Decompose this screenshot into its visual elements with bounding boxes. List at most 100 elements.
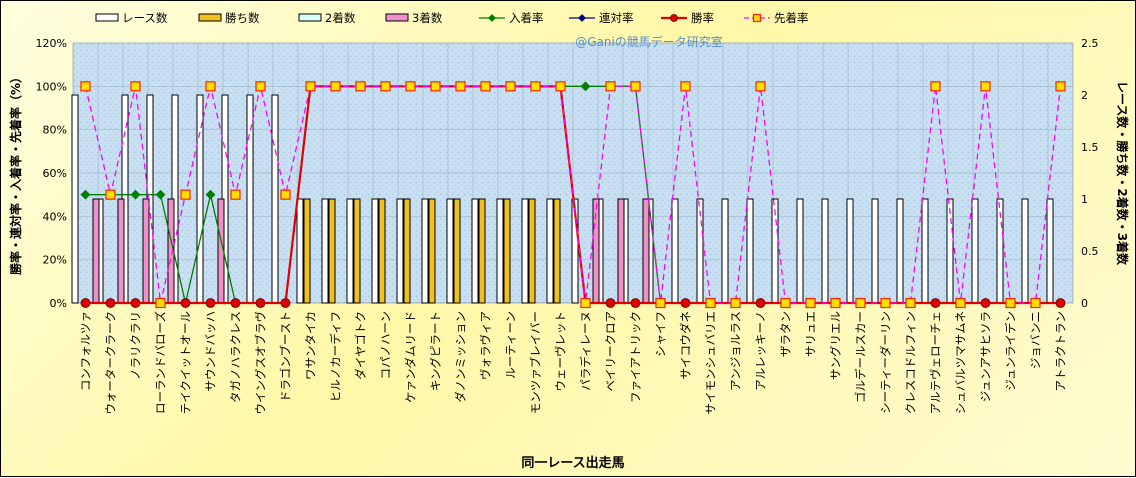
- bar-レース数: [846, 198, 854, 304]
- bar-レース数: [746, 198, 754, 304]
- bar-レース数: [821, 198, 829, 304]
- bar-勝ち数: [328, 198, 336, 304]
- bar-レース数: [521, 198, 529, 304]
- marker-先着率: [530, 81, 541, 92]
- marker-先着率: [355, 81, 366, 92]
- legend-swatch: [95, 13, 119, 22]
- marker-先着率: [752, 13, 762, 23]
- x-category-label: ヴォラヴィア: [479, 311, 493, 380]
- marker-先着率: [1005, 297, 1016, 309]
- x-category-label: アンジョルラス: [729, 311, 743, 391]
- bar-勝ち数: [378, 198, 386, 304]
- bar-勝ち数: [428, 198, 436, 304]
- bar-レース数: [396, 198, 404, 304]
- x-category-label: ノラリクラリ: [129, 311, 143, 380]
- bar-レース数: [921, 198, 929, 304]
- y-left-tick-label: 40%: [43, 210, 67, 223]
- marker-先着率: [505, 81, 516, 92]
- y-right-tick-label: 0: [1081, 297, 1088, 310]
- legend-label: 連対率: [599, 11, 634, 25]
- legend-swatch: [298, 13, 322, 22]
- x-category-label: テイクイットオール: [179, 311, 193, 414]
- y-left-tick-label: 60%: [43, 167, 67, 180]
- bar-3着数: [617, 198, 625, 304]
- x-category-label: パラディレーヌ: [579, 311, 593, 391]
- y-left-tick-label: 120%: [36, 37, 67, 50]
- marker-先着率: [730, 297, 741, 309]
- marker-先着率: [805, 297, 816, 309]
- x-category-label: サリュエ: [804, 311, 818, 357]
- x-category-label: シャイフ: [654, 311, 668, 357]
- bar-レース数: [721, 198, 729, 304]
- x-category-label: アルレッキーノ: [754, 311, 768, 391]
- marker-先着率: [955, 297, 966, 309]
- legend-label: 勝率: [691, 11, 714, 25]
- marker-勝率: [255, 298, 266, 308]
- x-category-label: コパノハーン: [379, 311, 393, 379]
- marker-先着率: [280, 189, 291, 200]
- bar-レース数: [321, 198, 329, 304]
- series-markers: [80, 81, 1066, 309]
- bar-3着数: [92, 198, 100, 304]
- bar-勝ち数: [453, 198, 461, 304]
- marker-勝率: [930, 298, 941, 308]
- y-right-tick-label: 0.5: [1081, 245, 1099, 258]
- x-category-label: ジョバンニ: [1029, 311, 1043, 369]
- x-category-label: サングリエル: [829, 311, 843, 380]
- marker-先着率: [330, 81, 341, 92]
- marker-勝率: [680, 298, 691, 308]
- series-lines: [84, 85, 1062, 305]
- bar-3着数: [642, 198, 650, 304]
- watermark: @Ganiの競馬データ研究室: [575, 34, 723, 49]
- y-left-tick-label: 80%: [43, 124, 67, 137]
- y-right-tick-label: 2.5: [1081, 37, 1099, 50]
- bar-レース数: [1021, 198, 1029, 304]
- marker-先着率: [255, 81, 266, 92]
- marker-先着率: [105, 189, 116, 200]
- x-category-label: サイコウダネ: [679, 311, 693, 380]
- bar-勝ち数: [303, 198, 311, 304]
- marker-勝率: [605, 298, 616, 308]
- y-axis-left-ticks: 0% 20% 40% 60% 80% 100% 120%: [36, 37, 67, 310]
- bars: [71, 94, 1054, 304]
- bar-レース数: [471, 198, 479, 304]
- marker-入着率: [580, 81, 591, 92]
- x-category-label: サウンドバッハ: [204, 311, 218, 392]
- bar-勝ち数: [353, 198, 361, 304]
- x-category-label: シュバルツマサムネ: [954, 311, 968, 414]
- x-category-label: ローランドバローズ: [154, 311, 168, 414]
- marker-勝率: [670, 14, 678, 22]
- x-category-label: ダノンミッション: [454, 311, 468, 403]
- y-axis-left-title: 勝率・連対率・入着率・先着率（%）: [8, 71, 23, 275]
- x-category-label: ダイヤゴトク: [354, 311, 368, 380]
- x-category-label: ルーティーン: [504, 311, 518, 379]
- bar-レース数: [946, 198, 954, 304]
- legend-label: 勝ち数: [225, 11, 260, 25]
- marker-先着率: [155, 297, 166, 309]
- marker-勝率: [230, 298, 241, 308]
- bar-レース数: [271, 94, 279, 304]
- bar-レース数: [421, 198, 429, 304]
- marker-先着率: [130, 81, 141, 92]
- bar-レース数: [196, 94, 204, 304]
- marker-勝率: [630, 298, 641, 308]
- x-category-label: クレスコドルフィン: [904, 311, 918, 414]
- legend-label: 2着数: [325, 11, 356, 25]
- x-category-label: アルテヴェローチェ: [929, 311, 943, 414]
- x-category-label: ベイリークロア: [604, 311, 618, 392]
- marker-勝率: [1055, 298, 1066, 308]
- marker-先着率: [880, 297, 891, 309]
- x-category-label: ウェーヴレット: [554, 311, 568, 392]
- bar-勝ち数: [503, 198, 511, 304]
- marker-先着率: [580, 297, 591, 309]
- marker-先着率: [380, 81, 391, 92]
- bar-レース数: [371, 198, 379, 304]
- marker-勝率: [980, 298, 991, 308]
- x-category-label: ウイングスオブラヴ: [254, 311, 268, 415]
- marker-先着率: [305, 81, 316, 92]
- bar-3着数: [142, 198, 150, 304]
- bar-レース数: [346, 198, 354, 304]
- x-category-label: シーティーダーリン: [879, 311, 893, 414]
